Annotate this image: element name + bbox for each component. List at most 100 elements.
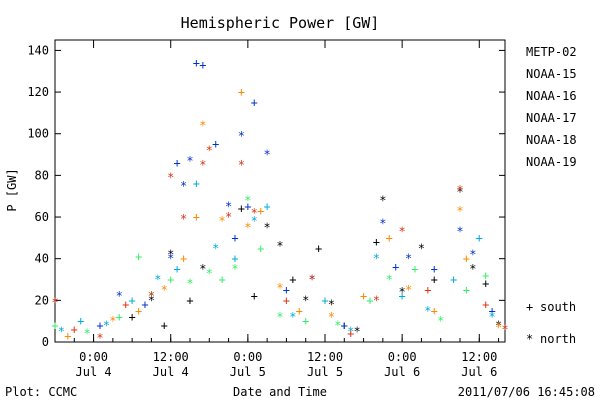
data-point: * <box>148 289 155 303</box>
data-point: + <box>174 156 181 170</box>
data-point: + <box>302 314 309 328</box>
data-point: + <box>321 293 328 307</box>
x-tick-date-label: Jul 5 <box>307 365 343 379</box>
data-point: * <box>399 225 406 239</box>
plot-frame <box>54 39 506 343</box>
data-point: + <box>257 204 264 218</box>
x-tick-time-label: 12:00 <box>461 350 497 364</box>
y-tick-label: 80 <box>35 168 49 182</box>
data-point: + <box>283 293 290 307</box>
data-point: * <box>238 129 245 143</box>
y-tick-label: 40 <box>35 252 49 266</box>
data-point: * <box>84 327 91 341</box>
data-point: * <box>386 273 393 287</box>
plot-credit: Plot: CCMC <box>5 385 77 399</box>
data-point: * <box>334 318 341 332</box>
data-point: + <box>251 95 258 109</box>
data-point: + <box>463 252 470 266</box>
data-point: * <box>405 252 412 266</box>
data-point: * <box>276 239 283 253</box>
y-tick-label: 100 <box>27 127 49 141</box>
chart-title: Hemispheric Power [GW] <box>181 14 380 32</box>
data-point: * <box>231 262 238 276</box>
data-point: * <box>276 310 283 324</box>
data-point: + <box>180 252 187 266</box>
data-point: + <box>386 231 393 245</box>
data-point: + <box>482 268 489 282</box>
data-point: * <box>186 277 193 291</box>
data-point: + <box>296 304 303 318</box>
x-tick-date-label: Jul 5 <box>230 365 266 379</box>
data-point: + <box>450 273 457 287</box>
data-point: * <box>264 220 271 234</box>
data-point: + <box>399 289 406 303</box>
data-point: + <box>411 262 418 276</box>
x-tick-time-label: 0:00 <box>233 350 262 364</box>
data-point: + <box>341 318 348 332</box>
data-point: * <box>354 325 361 339</box>
data-point: * <box>148 289 155 303</box>
y-tick-label: 20 <box>35 293 49 307</box>
data-point: * <box>225 210 232 224</box>
y-tick-label: 120 <box>27 85 49 99</box>
x-tick-date-label: Jul 4 <box>76 365 112 379</box>
legend-entry: METP-02 <box>526 45 577 59</box>
data-point: + <box>244 200 251 214</box>
data-point: + <box>116 310 123 324</box>
data-point: + <box>431 273 438 287</box>
data-point: + <box>96 318 103 332</box>
data-point: * <box>328 298 335 312</box>
data-point: + <box>463 283 470 297</box>
data-point: * <box>161 283 168 297</box>
data-point: * <box>251 206 258 220</box>
data-point: * <box>276 281 283 295</box>
data-point: * <box>225 200 232 214</box>
data-point: * <box>219 214 226 228</box>
data-point: * <box>289 310 296 324</box>
x-tick-date-label: Jul 6 <box>384 365 420 379</box>
data-point: * <box>199 262 206 276</box>
data-points: +*+*+*++**+*+*+ *+***+**+*+*+*+**+ ++*+*++… <box>51 56 508 345</box>
data-point: + <box>231 252 238 266</box>
data-point: * <box>456 183 463 197</box>
data-point: * <box>309 273 316 287</box>
hemisphere-legend-symbol: + <box>526 300 533 314</box>
data-point: + <box>231 231 238 245</box>
x-tick-time-label: 0:00 <box>79 350 108 364</box>
data-point: * <box>167 170 174 184</box>
data-point: * <box>167 252 174 266</box>
data-point: + <box>431 304 438 318</box>
data-point: + <box>476 231 483 245</box>
data-point: * <box>199 158 206 172</box>
x-tick-date-label: Jul 4 <box>153 365 189 379</box>
data-point: * <box>495 320 502 334</box>
data-point: * <box>328 310 335 324</box>
legend-entry: NOAA-18 <box>526 133 577 147</box>
hemisphere-legend-label: south <box>540 300 576 314</box>
data-point: * <box>148 293 155 307</box>
data-point: * <box>206 266 213 280</box>
data-point: + <box>174 262 181 276</box>
y-tick-label: 60 <box>35 210 49 224</box>
data-point: * <box>180 212 187 226</box>
data-point: + <box>161 318 168 332</box>
data-point: * <box>58 325 65 339</box>
legend-entry: NOAA-16 <box>526 89 577 103</box>
data-point: + <box>482 298 489 312</box>
data-point: + <box>212 137 219 151</box>
plot-timestamp: 2011/07/06 16:45:08 <box>458 385 595 399</box>
data-point: * <box>244 220 251 234</box>
data-point: * <box>379 193 386 207</box>
data-point: * <box>116 289 123 303</box>
data-point: + <box>238 202 245 216</box>
x-tick-time-label: 0:00 <box>388 350 417 364</box>
data-point: * <box>456 204 463 218</box>
x-tick-date-label: Jul 6 <box>461 365 497 379</box>
data-point: + <box>315 241 322 255</box>
data-point: + <box>64 329 71 343</box>
data-point: + <box>283 283 290 297</box>
data-point: + <box>424 283 431 297</box>
data-point: * <box>199 118 206 132</box>
data-point: * <box>437 314 444 328</box>
